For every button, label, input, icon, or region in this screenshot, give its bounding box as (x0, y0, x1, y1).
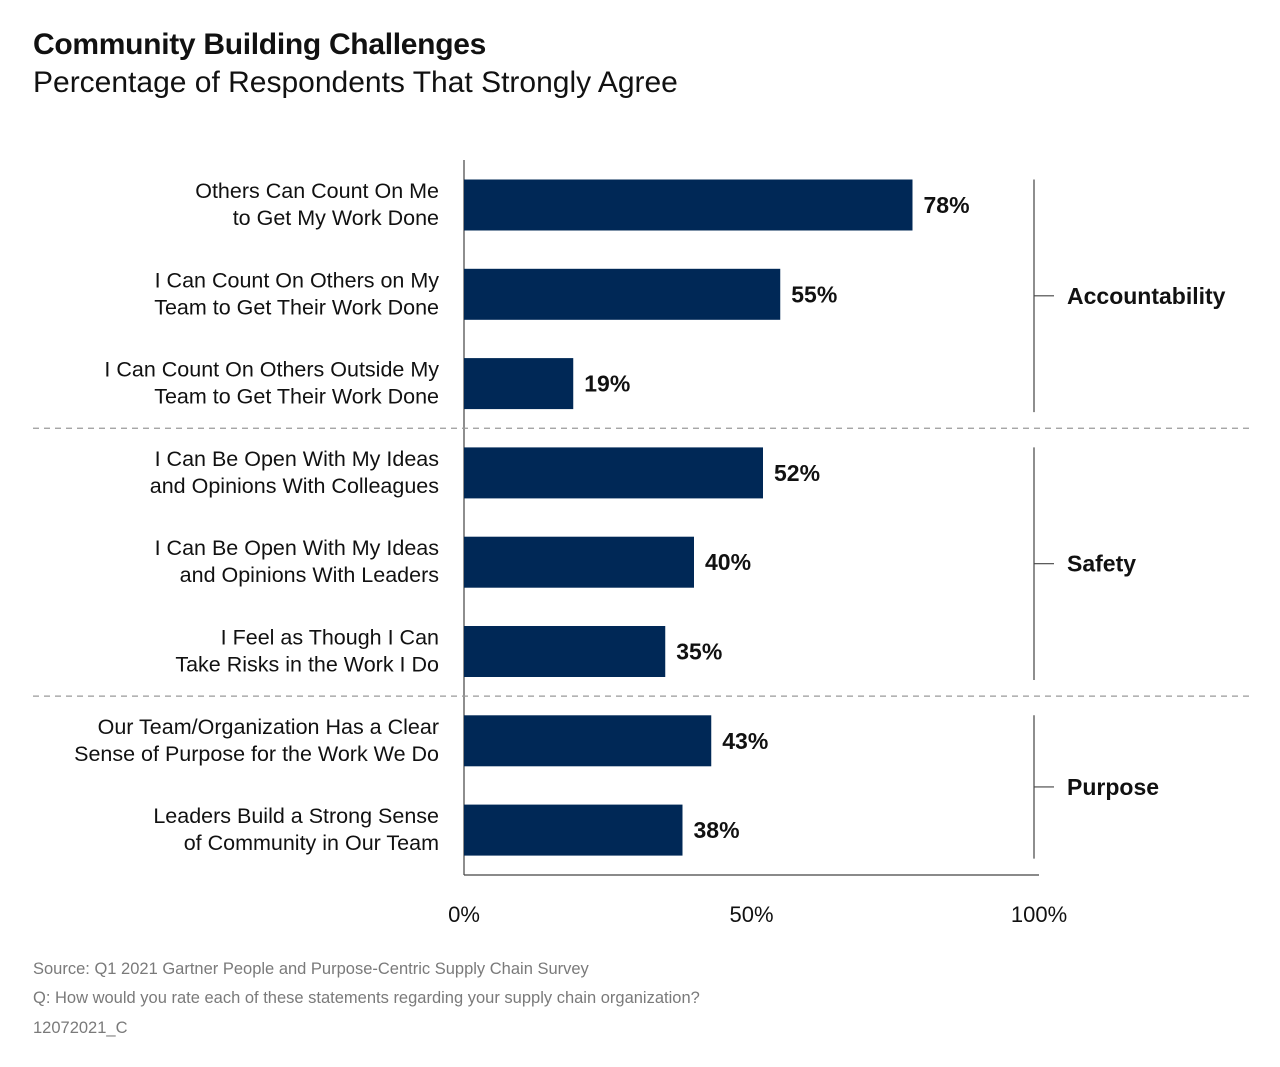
x-tick-label-1: 50% (729, 902, 773, 927)
value-label-6: 43% (722, 728, 768, 754)
category-label-7-0: Leaders Build a Strong Sense (153, 804, 439, 828)
category-label-0-0: Others Can Count On Me (195, 179, 439, 203)
category-label-2-0: I Can Count On Others Outside My (104, 358, 439, 382)
value-label-3: 52% (774, 460, 820, 486)
bar-5 (464, 626, 666, 677)
x-tick-label-0: 0% (448, 902, 480, 927)
x-tick-label-2: 100% (1011, 902, 1067, 927)
bar-0 (464, 179, 913, 231)
value-label-7: 38% (694, 817, 740, 843)
chart-subtitle: Percentage of Respondents That Strongly … (33, 66, 678, 99)
chart-title: Community Building Challenges (33, 28, 486, 61)
category-label-3-0: I Can Be Open With My Ideas (155, 447, 439, 471)
category-label-4-1: and Opinions With Leaders (180, 563, 439, 587)
group-label-2: Purpose (1067, 774, 1159, 800)
question-note: Q: How would you rate each of these stat… (33, 989, 700, 1007)
category-label-3-1: and Opinions With Colleagues (150, 474, 439, 498)
bar-1 (464, 268, 781, 320)
group-label-1: Safety (1067, 551, 1136, 577)
value-label-5: 35% (676, 639, 722, 665)
category-label-6-1: Sense of Purpose for the Work We Do (74, 742, 439, 766)
category-label-0-1: to Get My Work Done (233, 206, 439, 230)
category-label-7-1: of Community in Our Team (184, 831, 439, 855)
category-label-1-0: I Can Count On Others on My (155, 268, 440, 292)
category-label-6-0: Our Team/Organization Has a Clear (98, 715, 439, 739)
bar-4 (464, 536, 694, 588)
bar-6 (464, 715, 712, 767)
value-label-0: 78% (924, 192, 970, 218)
group-label-0: Accountability (1067, 283, 1226, 309)
bar-2 (464, 358, 574, 410)
value-label-1: 55% (791, 281, 837, 307)
bar-7 (464, 804, 683, 856)
source-note: Source: Q1 2021 Gartner People and Purpo… (33, 960, 589, 978)
category-label-1-1: Team to Get Their Work Done (154, 295, 439, 319)
value-label-4: 40% (705, 549, 751, 575)
category-label-5-1: Take Risks in the Work I Do (175, 653, 439, 677)
chart-code: 12072021_C (33, 1019, 128, 1037)
category-label-2-1: Team to Get Their Work Done (154, 385, 439, 409)
bar-3 (464, 447, 763, 499)
value-label-2: 19% (584, 371, 630, 397)
category-label-4-0: I Can Be Open With My Ideas (155, 536, 439, 560)
category-label-5-0: I Feel as Though I Can (221, 626, 439, 650)
